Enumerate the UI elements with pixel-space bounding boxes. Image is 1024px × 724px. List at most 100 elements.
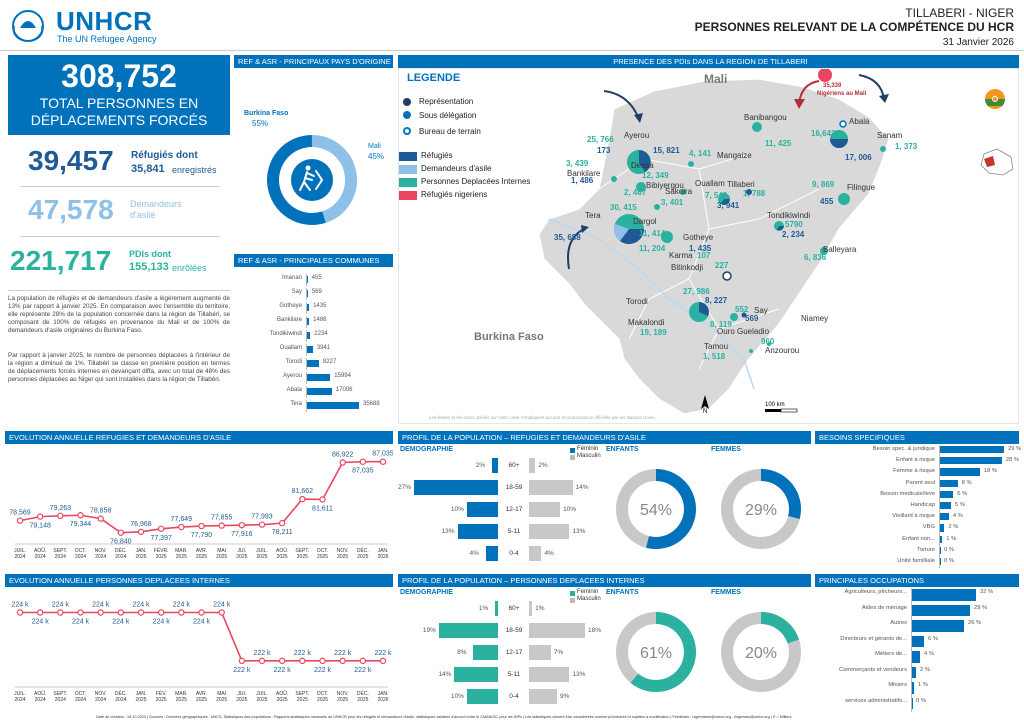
tick-label: 2024: [75, 697, 86, 703]
data-label: 87,035: [372, 451, 393, 458]
commune-name: Torodi: [285, 359, 302, 365]
pie-bankilare: [611, 176, 617, 182]
legend-sous-delegation: Sous délégation: [419, 111, 477, 120]
tick-label: 2026: [377, 554, 388, 560]
series-point: [339, 657, 346, 665]
hbar-bar: [940, 502, 952, 510]
nigeriens-label: Nigériens au Mali: [817, 91, 867, 97]
data-label: 224 k: [72, 619, 90, 626]
hbar-bar: [912, 682, 914, 694]
series-point: [379, 657, 387, 665]
map-place-value: 35, 688: [554, 233, 581, 242]
data-label: 224 k: [132, 602, 150, 609]
refugies-sub-value: 35,841: [131, 163, 165, 175]
origin-header: REF & ASR - PRINCIPAUX PAYS D'ORIGINE: [234, 55, 393, 68]
hbar-axis: [939, 512, 940, 524]
bar-feminin-label: 13%: [441, 528, 455, 535]
commune-value: 1486: [313, 317, 327, 323]
map-place-value: 11, 204: [639, 244, 666, 253]
series-point: [178, 609, 185, 616]
series-point: [77, 609, 84, 616]
map-place-value: 30, 415: [610, 203, 637, 212]
origin-donut: [267, 135, 357, 225]
hbar-bar: [940, 524, 945, 532]
commune-bar: [307, 290, 308, 297]
donut-value-arc: [760, 469, 801, 519]
map-place-label: Mangaize: [717, 151, 752, 160]
tick-label: 2025: [236, 697, 247, 703]
series-point: [218, 609, 225, 616]
series-point: [137, 528, 145, 535]
bar-feminin-label: 2%: [475, 462, 486, 469]
map-place-value: 8, 227: [705, 296, 728, 305]
tick-label: JAN.: [136, 691, 147, 697]
data-label: 222 k: [314, 667, 332, 674]
data-label: 81,611: [312, 505, 333, 512]
hbar-axis: [939, 557, 940, 569]
donut-femmes: 29%: [721, 469, 801, 549]
series-point: [117, 609, 125, 616]
niger-inset-map: [980, 148, 1014, 176]
age-label: 60+: [508, 605, 520, 612]
chart-ref-header: EVOLUTION ANNUELLE REFUGIES ET DEMANDEUR…: [5, 431, 393, 444]
hbar-value: 0 %: [916, 697, 926, 704]
bar-masculin: [529, 524, 570, 539]
age-label: 18-59: [505, 627, 523, 634]
series-point: [359, 657, 367, 665]
data-label: 224 k: [193, 619, 211, 626]
tick-label: JAN.: [378, 548, 389, 554]
hbar-value: 4 %: [924, 651, 934, 657]
donut-label: 54%: [640, 502, 672, 519]
pie-bibiyergou: [654, 204, 660, 210]
tick-label: MAI: [217, 691, 226, 697]
tick-label: OCT.: [317, 691, 328, 697]
donut-label: 20%: [745, 645, 777, 662]
hbar-axis: [911, 681, 912, 697]
tick-label: 2025: [176, 554, 187, 560]
hbar-axis: [911, 665, 912, 681]
tick-label: SEPT.: [295, 548, 309, 554]
map-place-label: Ouro Gueladio: [717, 327, 770, 336]
tick-label: 2024: [95, 697, 106, 703]
hbar-value: 6 %: [928, 635, 938, 642]
bar-feminin-label: 8%: [457, 649, 467, 656]
tick-label: OCT.: [75, 691, 86, 697]
map-place-value: 27, 986: [683, 287, 710, 296]
hbar-bar: [912, 635, 924, 647]
pie-filingue: [838, 193, 850, 205]
map-place-value: 2, 234: [782, 230, 805, 239]
map-place-value: 1, 486: [571, 176, 594, 185]
hbar-value: 1 %: [918, 682, 928, 688]
series-point: [319, 496, 326, 503]
hbar-bar: [940, 490, 954, 498]
country-mali: Mali: [704, 72, 728, 86]
total-value: 308,752: [61, 58, 177, 94]
hbar-bar: [940, 558, 941, 566]
hbar-value: 32 %: [980, 589, 994, 595]
hbar-name: VBG: [922, 524, 935, 531]
tick-label: 2024: [14, 554, 25, 560]
tick-label: SEPT.: [295, 691, 309, 697]
enfants-title: ENFANTS: [606, 589, 639, 596]
hbar-bar: [940, 446, 1004, 454]
tick-label: NOV.: [337, 691, 349, 697]
summary-paragraph-2: Par rapport à janvier 2025, le nombre de…: [8, 352, 230, 383]
data-label: 76,968: [130, 521, 152, 528]
series-point: [157, 525, 165, 532]
tick-label: 2026: [377, 697, 388, 703]
bar-masculin: [529, 667, 570, 682]
tick-label: JUIL.: [14, 691, 26, 697]
hbar-name: Enfant à risque: [896, 457, 935, 464]
commune-name: Tondikiwindi: [269, 331, 302, 337]
commune-bar: [307, 304, 310, 311]
map-place-value: 12, 349: [642, 171, 669, 180]
map-disclaimer: Les limites et les noms utilisés sur cet…: [429, 415, 656, 420]
data-label: 224 k: [112, 619, 130, 626]
map-place-value: 107: [697, 251, 711, 260]
map-place-label: Ayerou: [624, 131, 650, 140]
tick-label: MAI: [217, 548, 226, 554]
tick-label: SEPT.: [53, 548, 67, 554]
tick-label: 2025: [256, 697, 267, 703]
legend-swatch-refugies: [399, 152, 417, 161]
map-place-value: 960: [761, 337, 775, 346]
